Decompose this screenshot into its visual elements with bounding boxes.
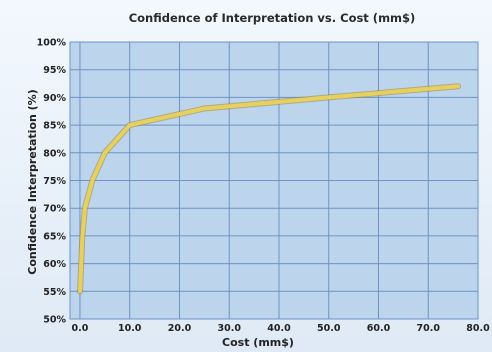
y-tick-label: 100% xyxy=(37,38,67,49)
x-tick-label: 10.0 xyxy=(118,323,142,334)
y-tick-label: 70% xyxy=(43,204,66,215)
y-tick-label: 75% xyxy=(43,176,66,187)
y-tick-label: 50% xyxy=(43,315,66,326)
y-tick-label: 85% xyxy=(43,121,66,132)
y-tick-label: 95% xyxy=(43,65,66,76)
x-tick-label: 60.0 xyxy=(367,323,391,334)
y-tick-label: 65% xyxy=(43,231,66,242)
y-tick-label: 90% xyxy=(43,93,66,104)
x-tick-label: 40.0 xyxy=(267,323,291,334)
x-tick-label: 20.0 xyxy=(168,323,192,334)
x-tick-label: 70.0 xyxy=(417,323,441,334)
x-tick-label: 50.0 xyxy=(317,323,341,334)
x-tick-label: 0.0 xyxy=(72,323,89,334)
y-axis-label: Confidence Interpretation (%) xyxy=(26,89,39,274)
x-tick-label: 80.0 xyxy=(466,323,490,334)
y-tick-label: 60% xyxy=(43,259,66,270)
series-layer xyxy=(77,83,462,295)
x-axis-label: Cost (mm$) xyxy=(222,336,294,349)
y-tick-label: 55% xyxy=(43,287,66,298)
chart-title: Confidence of Interpretation vs. Cost (m… xyxy=(129,11,416,25)
y-tick-label: 80% xyxy=(43,148,66,159)
x-tick-label: 30.0 xyxy=(217,323,241,334)
ticks-layer: 0.0 10.0 20.0 30.0 40.0 50.0 60.0 70.0 80.0 50% 55… xyxy=(37,38,490,335)
